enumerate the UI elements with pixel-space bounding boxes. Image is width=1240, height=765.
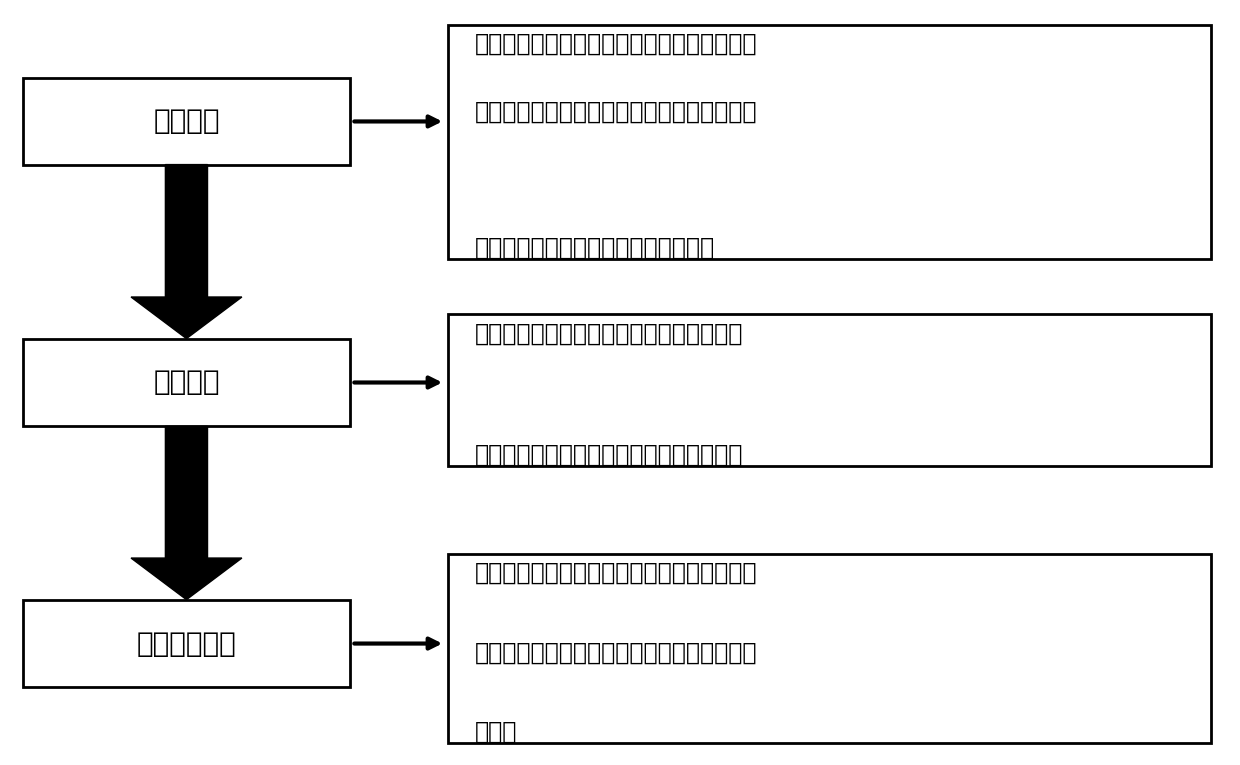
- Text: 好，避风向阳、无畜害、交通水电方便: 好，避风向阳、无畜害、交通水电方便: [475, 236, 714, 260]
- Text: 污染区和其他养鸡户，环境须僻静、空气质量: 污染区和其他养鸡户，环境须僻静、空气质量: [475, 99, 758, 124]
- Bar: [448, 314, 1211, 466]
- Text: 安装辅助装置: 安装辅助装置: [136, 630, 237, 658]
- Text: 将辅助装置安装于主树干距离地面两米处的位: 将辅助装置安装于主树干距离地面两米处的位: [475, 562, 758, 585]
- Polygon shape: [131, 426, 242, 600]
- Text: 选择避风向阳的粗壮树木，且树木的主树干: 选择避风向阳的粗壮树木，且树木的主树干: [475, 321, 743, 345]
- Text: 置上，使得太阳能电池板处于一天内光照最佳: 置上，使得太阳能电池板处于一天内光照最佳: [475, 640, 758, 665]
- Text: 的位置: 的位置: [475, 720, 517, 744]
- Bar: [24, 600, 350, 687]
- Polygon shape: [131, 164, 242, 339]
- Bar: [448, 24, 1211, 259]
- Text: 选择林地: 选择林地: [154, 107, 219, 135]
- Bar: [448, 555, 1211, 744]
- Bar: [24, 78, 350, 165]
- Text: 距离地面两米处生长有成年人手腕粗的树枝: 距离地面两米处生长有成年人手腕粗的树枝: [475, 442, 743, 467]
- Text: 选择树木: 选择树木: [154, 369, 219, 396]
- Bar: [24, 339, 350, 426]
- Text: 远离居民区、工矿区、公路主干线、铁路边、: 远离居民区、工矿区、公路主干线、铁路边、: [475, 31, 758, 56]
